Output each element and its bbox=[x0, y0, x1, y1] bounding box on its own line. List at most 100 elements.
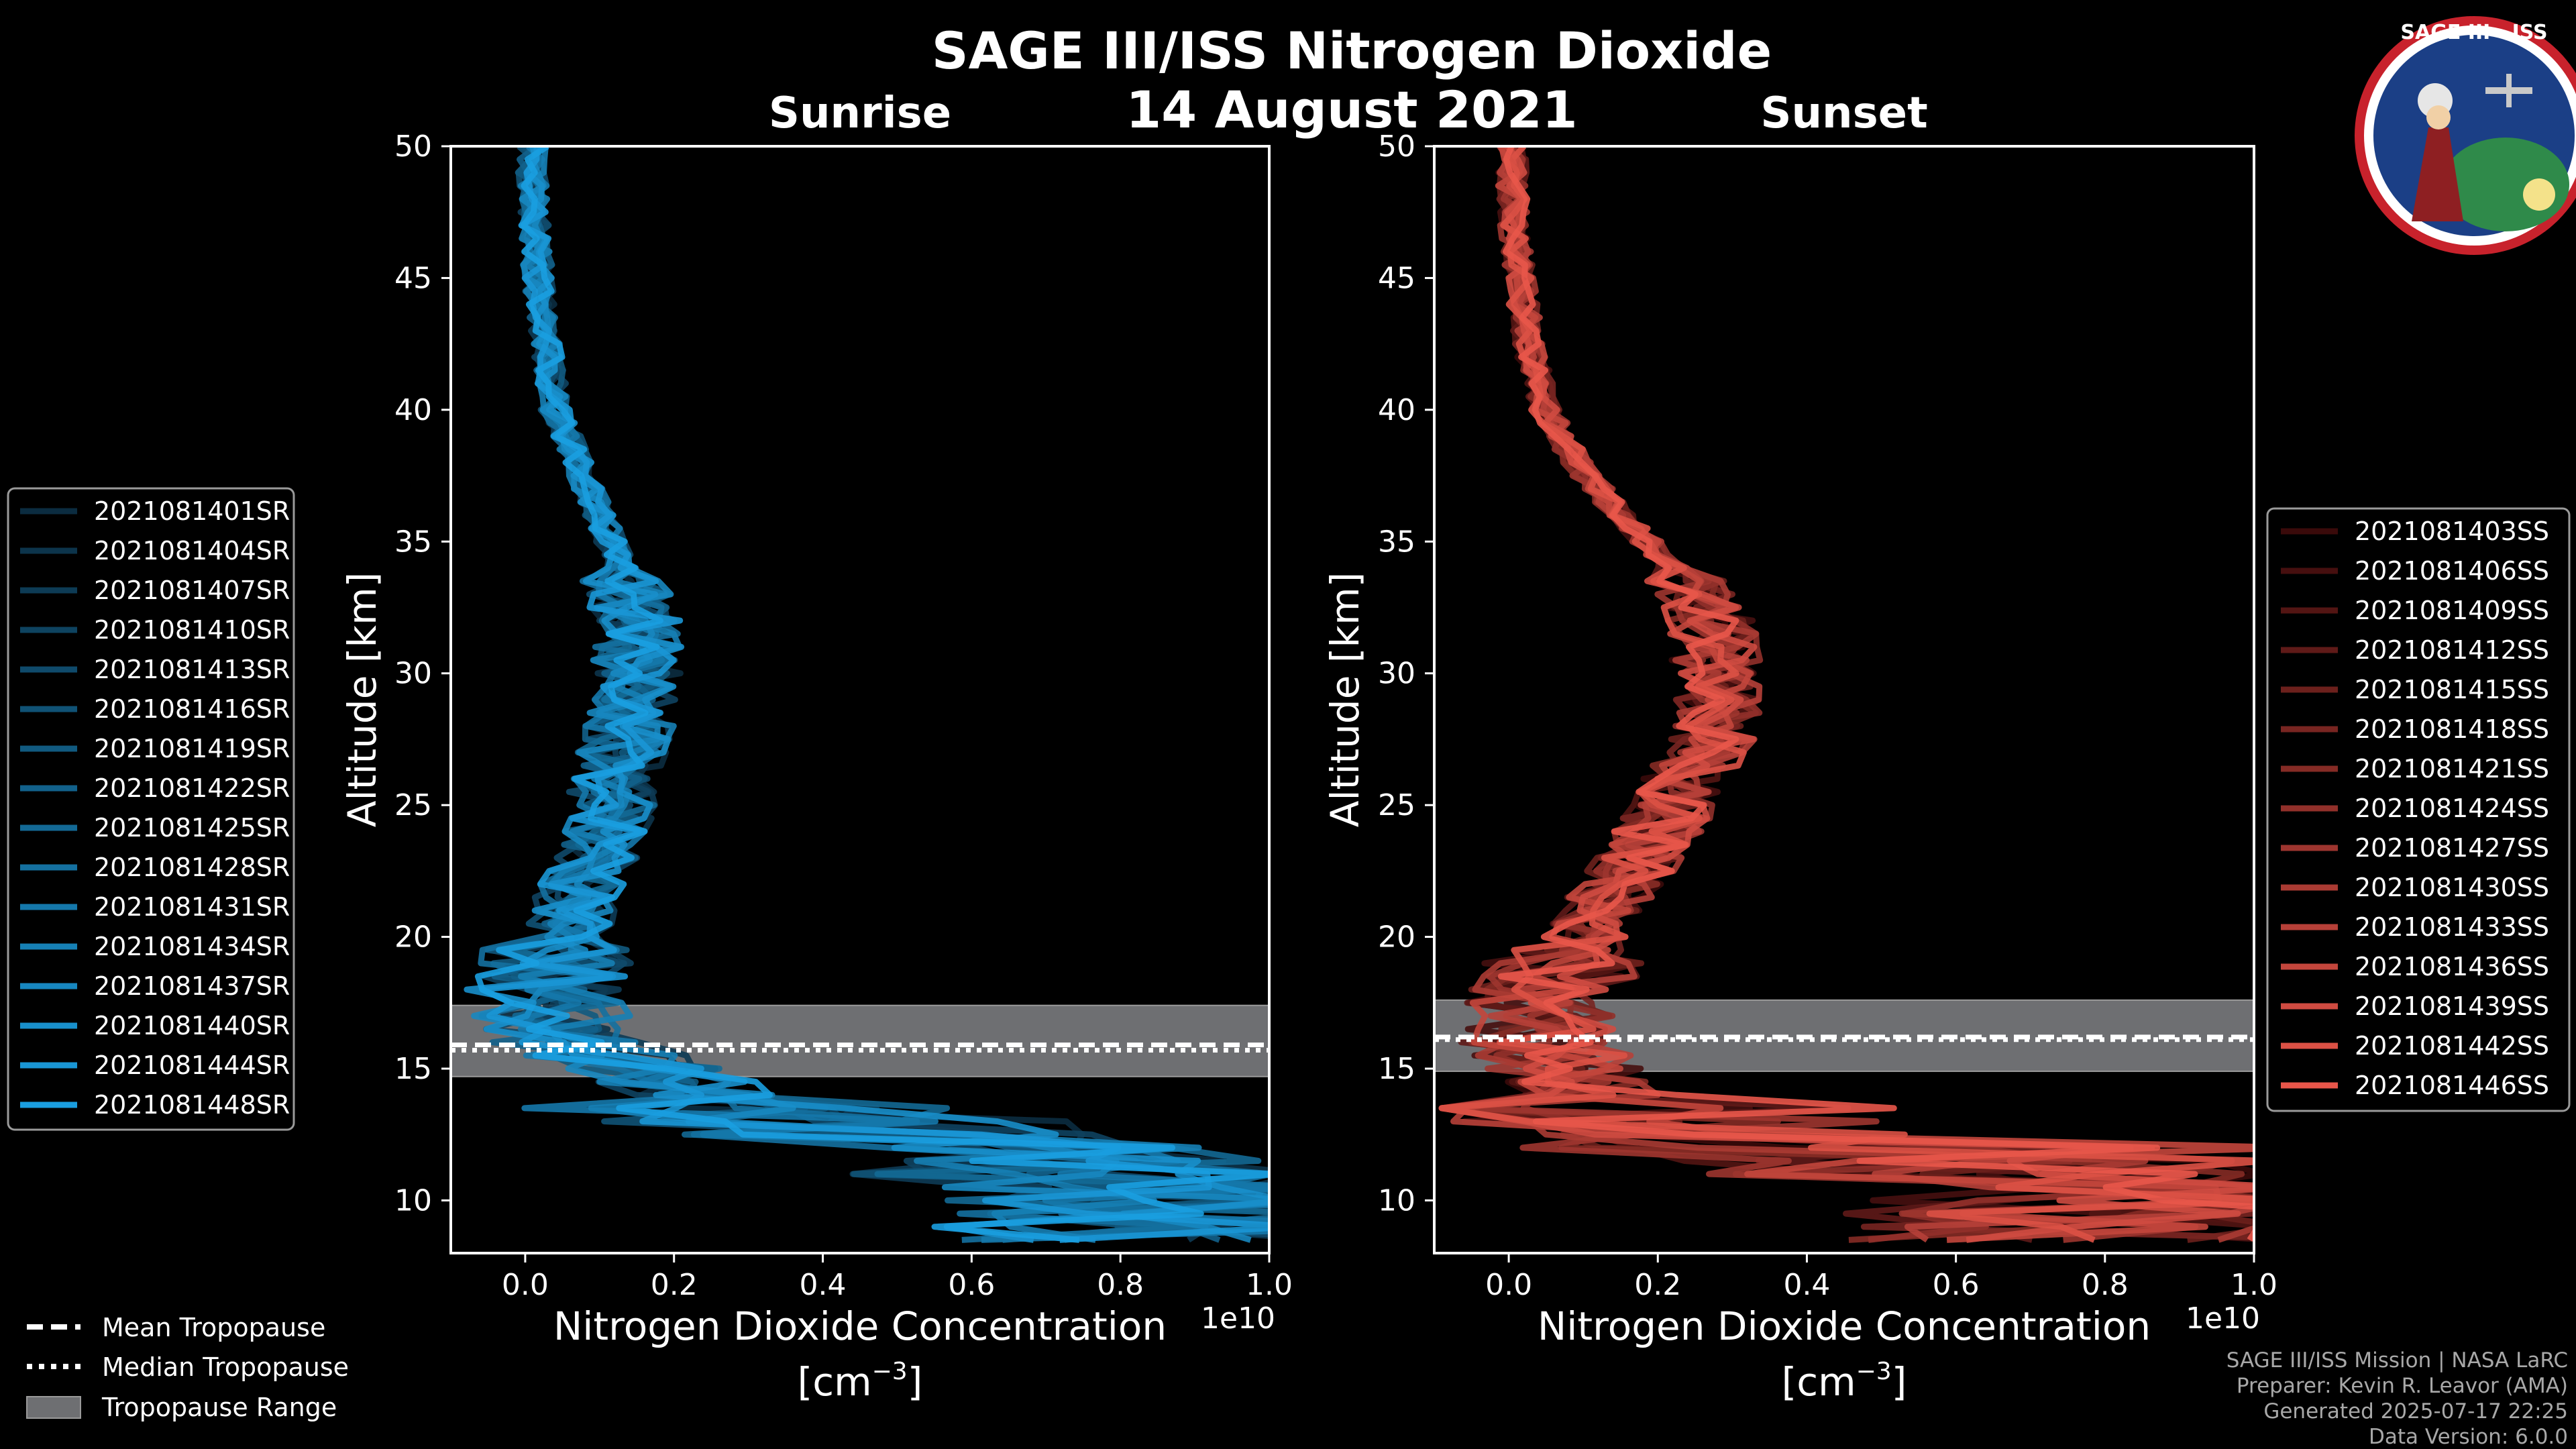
sunrise-axes-frame bbox=[449, 145, 1271, 1254]
y-tick-label: 20 bbox=[1378, 920, 1415, 955]
y-tick-label: 25 bbox=[1378, 788, 1415, 822]
footer-preparer: Preparer: Kevin R. Leavor (AMA) bbox=[2237, 1374, 2568, 1398]
footer-mission: SAGE III/ISS Mission | NASA LaRC bbox=[2226, 1348, 2568, 1373]
profile-line-2021081442SS bbox=[1438, 146, 2254, 1243]
sunset-legend: 2021081403SS 2021081406SS 2021081409SS 2021… bbox=[2266, 507, 2571, 1112]
x-tick-label: 1.0 bbox=[1246, 1268, 1293, 1302]
legend-item-label: 2021081434SR bbox=[94, 932, 290, 961]
sunset-x-unit-close: ] bbox=[1892, 1359, 1907, 1405]
x-tick-label: 0.4 bbox=[800, 1268, 847, 1302]
y-tick-label: 25 bbox=[394, 788, 432, 822]
x-tick-label: 0.8 bbox=[2082, 1268, 2129, 1302]
y-tick-label: 35 bbox=[1378, 525, 1415, 559]
sunrise-legend: 2021081401SR 2021081404SR 2021081407SR 2021… bbox=[7, 487, 295, 1131]
sunrise-x-unit-close: ] bbox=[908, 1359, 923, 1405]
legend-item-label: 2021081416SR bbox=[94, 694, 290, 724]
x-tick-label: 0.0 bbox=[502, 1268, 549, 1302]
sunrise-tropopause-layer bbox=[451, 1042, 1269, 1053]
sunset-axes-frame bbox=[1433, 145, 2255, 1254]
figure-title: SAGE III/ISS Nitrogen Dioxide bbox=[932, 21, 1772, 80]
sunset-tropopause-layer bbox=[1434, 1034, 2254, 1042]
footer: SAGE III/ISS Mission | NASA LaRC Prepare… bbox=[2226, 1348, 2568, 1449]
sunrise-x-axis-label: Nitrogen Dioxide Concentration bbox=[553, 1303, 1167, 1349]
tropopause-range-swatch bbox=[26, 1396, 81, 1419]
legend-item-label: 2021081430SS bbox=[2355, 873, 2549, 902]
sunset-panel: Sunset 0.0 0.2 0.4 0.6 0.8 1.0 10 15 20 25 30 35 40 4… bbox=[1322, 89, 2277, 1405]
legend-item-label: 2021081422SR bbox=[94, 773, 290, 803]
sunrise-x-unit-exp: −3 bbox=[872, 1358, 908, 1385]
sunset-legend-box bbox=[2266, 507, 2571, 1112]
legend-item-label: 2021081437SR bbox=[94, 971, 290, 1001]
mean-tropopause-label: Mean Tropopause bbox=[102, 1313, 325, 1342]
sunrise-panel-title: Sunrise bbox=[769, 89, 951, 138]
legend-item-label: 2021081424SS bbox=[2355, 794, 2549, 823]
sunset-y-axis-label: Altitude [km] bbox=[1322, 572, 1368, 827]
y-tick-label: 50 bbox=[394, 129, 432, 164]
y-tick-label: 20 bbox=[394, 920, 432, 955]
x-tick-label: 0.6 bbox=[948, 1268, 995, 1302]
legend-item-label: 2021081406SS bbox=[2355, 556, 2549, 586]
profile-line-2021081446SS bbox=[1497, 146, 2254, 1242]
legend-item-label: 2021081403SS bbox=[2355, 517, 2549, 546]
sunset-lines-layer bbox=[1438, 146, 2254, 1243]
tropopause-legend: Mean Tropopause Median Tropopause Tropop… bbox=[26, 1313, 349, 1422]
y-tick-label: 10 bbox=[1378, 1183, 1415, 1218]
legend-item-label: 2021081425SR bbox=[94, 813, 290, 843]
legend-item-label: 2021081404SR bbox=[94, 536, 290, 566]
x-tick-label: 0.2 bbox=[1634, 1268, 1681, 1302]
legend-item-label: 2021081401SR bbox=[94, 496, 290, 526]
legend-item-label: 2021081410SR bbox=[94, 615, 290, 645]
legend-item-label: 2021081448SR bbox=[94, 1090, 290, 1120]
footer-generated: Generated 2025-07-17 22:25 bbox=[2263, 1399, 2568, 1424]
sunrise-lines-layer bbox=[464, 146, 1269, 1243]
legend-item-label: 2021081431SR bbox=[94, 892, 290, 922]
y-tick-label: 40 bbox=[1378, 393, 1415, 427]
legend-item-label: 2021081409SS bbox=[2355, 596, 2549, 625]
legend-item-label: 2021081407SR bbox=[94, 576, 290, 605]
sunset-x-axis-unit: [cm−3] bbox=[1782, 1358, 1907, 1405]
footer-data-version: Data Version: 6.0.0 bbox=[2369, 1425, 2568, 1449]
legend-item-label: 2021081413SR bbox=[94, 655, 290, 684]
legend-item-label: 2021081415SS bbox=[2355, 675, 2549, 704]
legend-item-label: 2021081419SR bbox=[94, 734, 290, 763]
sunset-ticks: 0.0 0.2 0.4 0.6 0.8 1.0 10 15 20 25 30 35 40 45 50 bbox=[1378, 129, 2277, 1302]
x-tick-label: 0.6 bbox=[1933, 1268, 1980, 1302]
sunset-x-unit-exp: −3 bbox=[1856, 1358, 1892, 1385]
legend-item-label: 2021081412SS bbox=[2355, 635, 2549, 665]
sunrise-legend-box bbox=[7, 487, 295, 1131]
x-tick-label: 0.8 bbox=[1097, 1268, 1144, 1302]
figure-date: 14 August 2021 bbox=[1126, 80, 1577, 140]
y-tick-label: 30 bbox=[1378, 657, 1415, 691]
legend-item-label: 2021081418SS bbox=[2355, 714, 2549, 744]
x-tick-label: 0.4 bbox=[1783, 1268, 1830, 1302]
profile-line-2021081439SS bbox=[1438, 146, 2254, 1243]
legend-item-label: 2021081439SS bbox=[2355, 991, 2549, 1021]
profile-line-2021081444SR bbox=[479, 146, 1269, 1243]
legend-item-label: 2021081433SS bbox=[2355, 912, 2549, 942]
legend-item-label: 2021081428SR bbox=[94, 853, 290, 882]
legend-item-label: 2021081440SR bbox=[94, 1011, 290, 1040]
sunrise-x-axis-unit: [cm−3] bbox=[798, 1358, 923, 1405]
profile-line-2021081448SR bbox=[474, 146, 1269, 1243]
sunset-x-axis-label: Nitrogen Dioxide Concentration bbox=[1538, 1303, 2151, 1349]
legend-item-label: 2021081421SS bbox=[2355, 754, 2549, 784]
x-tick-label: 1.0 bbox=[2231, 1268, 2277, 1302]
mission-badge-logo: SAGE III · ISS bbox=[2355, 16, 2576, 255]
y-tick-label: 30 bbox=[394, 657, 432, 691]
legend-item-label: 2021081436SS bbox=[2355, 952, 2549, 981]
sunset-x-scale-label: 1e10 bbox=[2186, 1301, 2260, 1336]
y-tick-label: 15 bbox=[394, 1052, 432, 1086]
sunrise-x-scale-label: 1e10 bbox=[1201, 1301, 1275, 1336]
median-tropopause-label: Median Tropopause bbox=[102, 1352, 349, 1382]
sunrise-panel: Sunrise 0.0 0.2 0.4 0.6 0.8 1.0 10 15 20 25 30 35 40… bbox=[339, 89, 1293, 1405]
sunset-x-unit-open: [cm bbox=[1782, 1359, 1856, 1405]
badge-text: SAGE III · ISS bbox=[2400, 21, 2547, 44]
y-tick-label: 50 bbox=[1378, 129, 1415, 164]
sunrise-x-unit-open: [cm bbox=[798, 1359, 872, 1405]
legend-item-label: 2021081446SS bbox=[2355, 1071, 2549, 1100]
y-tick-label: 15 bbox=[1378, 1052, 1415, 1086]
y-tick-label: 10 bbox=[394, 1183, 432, 1218]
sunrise-y-axis-label: Altitude [km] bbox=[339, 572, 385, 827]
x-tick-label: 0.0 bbox=[1485, 1268, 1532, 1302]
